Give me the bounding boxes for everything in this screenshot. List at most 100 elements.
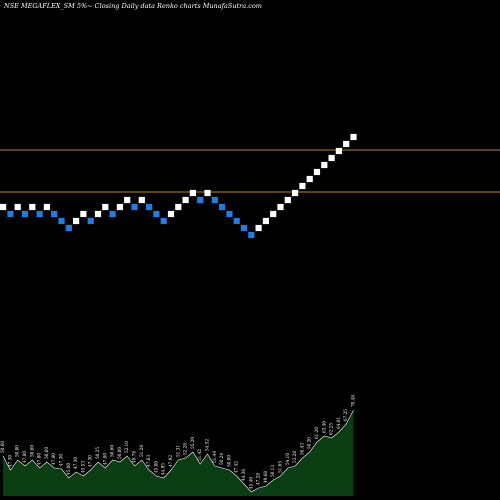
renko-brick-36 <box>262 217 269 225</box>
renko-brick-15 <box>109 210 116 218</box>
renko-brick-14 <box>102 203 109 211</box>
renko-brick-5 <box>36 210 43 218</box>
renko-brick-6 <box>43 203 50 211</box>
renko-brick-1 <box>7 210 14 218</box>
renko-brick-27 <box>197 196 204 204</box>
renko-brick-33 <box>240 224 248 232</box>
renko-brick-29 <box>211 196 218 204</box>
renko-brick-39 <box>284 196 291 204</box>
volume-label-6: 50.60 <box>44 447 49 459</box>
volume-label-2: 50.00 <box>15 445 20 457</box>
renko-brick-31 <box>226 210 233 218</box>
renko-brick-48 <box>350 133 357 141</box>
volume-label-19: 51.28 <box>139 445 144 457</box>
renko-brick-45 <box>328 154 335 162</box>
renko-brick-2 <box>14 203 21 211</box>
volume-label-46: 64.01 <box>336 417 341 429</box>
volume-label-5: 47.80 <box>37 453 42 465</box>
volume-label-1: 47.30 <box>7 455 12 467</box>
renko-brick-3 <box>21 210 29 218</box>
volume-label-45: 62.25 <box>329 423 334 435</box>
renko-brick-18 <box>131 203 138 211</box>
renko-brick-16 <box>116 203 123 211</box>
volume-label-15: 50.60 <box>110 445 115 457</box>
volume-label-21: 45.80 <box>153 461 158 473</box>
volume-label-17: 52.10 <box>124 441 129 453</box>
renko-brick-22 <box>160 217 167 225</box>
renko-brick-41 <box>299 182 306 190</box>
renko-brick-9 <box>65 224 72 232</box>
volume-label-31: 50.09 <box>226 455 231 467</box>
volume-label-43: 61.20 <box>314 427 319 439</box>
renko-brick-46 <box>335 147 342 155</box>
renko-brick-12 <box>87 217 94 225</box>
renko-bricks <box>0 133 357 239</box>
renko-brick-32 <box>233 217 240 225</box>
renko-brick-17 <box>124 196 131 204</box>
volume-label-35: 47.28 <box>256 473 261 485</box>
volume-label-13: 50.25 <box>95 447 100 459</box>
volume-label-12: 47.30 <box>88 455 93 467</box>
volume-label-42: 58.20 <box>307 437 312 449</box>
volume-label-25: 52.28 <box>183 443 188 455</box>
volume-label-10: 47.30 <box>73 457 78 469</box>
renko-brick-0 <box>0 203 7 211</box>
volume-label-32: 47.42 <box>234 461 239 473</box>
renko-brick-24 <box>175 203 182 211</box>
volume-label-34: 45.40 <box>248 477 253 489</box>
volume-label-36: 49.68 <box>263 471 268 483</box>
renko-brick-10 <box>73 217 80 225</box>
volume-label-26: 55.20 <box>190 437 195 449</box>
renko-brick-43 <box>313 168 321 176</box>
volume-label-23: 47.92 <box>168 455 173 467</box>
volume-label-38: 51.65 <box>278 461 283 473</box>
volume-line <box>2 409 354 493</box>
renko-brick-44 <box>321 161 328 169</box>
volume-label-39: 54.10 <box>285 453 290 465</box>
volume-label-8: 47.30 <box>59 454 64 466</box>
volume-label-48: 70.48 <box>351 395 356 407</box>
renko-brick-20 <box>146 203 153 211</box>
volume-label-4: 50.60 <box>29 445 34 457</box>
renko-brick-23 <box>167 210 175 218</box>
chart-title: NSE MEGAFLEX_SM 5%~ Closing Daily data R… <box>3 2 262 10</box>
renko-brick-4 <box>29 203 36 211</box>
volume-area <box>2 409 354 496</box>
volume-label-30: 50.24 <box>219 453 224 465</box>
volume-fill <box>3 410 354 496</box>
volume-label-3: 47.80 <box>22 451 27 463</box>
volume-label-41: 56.43 <box>299 443 304 455</box>
renko-brick-38 <box>277 203 284 211</box>
volume-label-29: 51.44 <box>212 451 217 463</box>
renko-brick-40 <box>292 189 299 197</box>
volume-label-22: 44.95 <box>161 463 166 475</box>
volume-label-0: 50.60 <box>0 441 5 453</box>
volume-label-47: 67.25 <box>343 409 348 421</box>
renko-brick-13 <box>94 210 102 218</box>
renko-brick-11 <box>80 210 87 218</box>
volume-label-20: 47.83 <box>146 455 151 467</box>
volume-label-18: 49.78 <box>132 451 137 463</box>
renko-brick-19 <box>138 196 145 204</box>
renko-brick-26 <box>189 189 196 197</box>
renko-brick-30 <box>219 203 226 211</box>
volume-label-24: 51.31 <box>175 445 180 457</box>
renko-brick-25 <box>182 196 189 204</box>
volume-label-33: 44.36 <box>241 469 246 481</box>
volume-label-44: 63.40 <box>321 421 326 433</box>
renko-brick-21 <box>153 210 160 218</box>
volume-label-7: 47.80 <box>51 453 56 465</box>
volume-label-11: 45.53 <box>80 461 85 473</box>
volume-label-40: 53.28 <box>292 451 297 463</box>
price-lines <box>0 149 500 193</box>
renko-brick-47 <box>343 140 350 148</box>
renko-brick-7 <box>51 210 58 218</box>
renko-brick-42 <box>306 175 313 183</box>
volume-label-37: 50.13 <box>270 465 275 477</box>
renko-brick-35 <box>255 224 262 232</box>
volume-label-9: 45.00 <box>66 463 71 475</box>
renko-brick-8 <box>58 217 65 225</box>
